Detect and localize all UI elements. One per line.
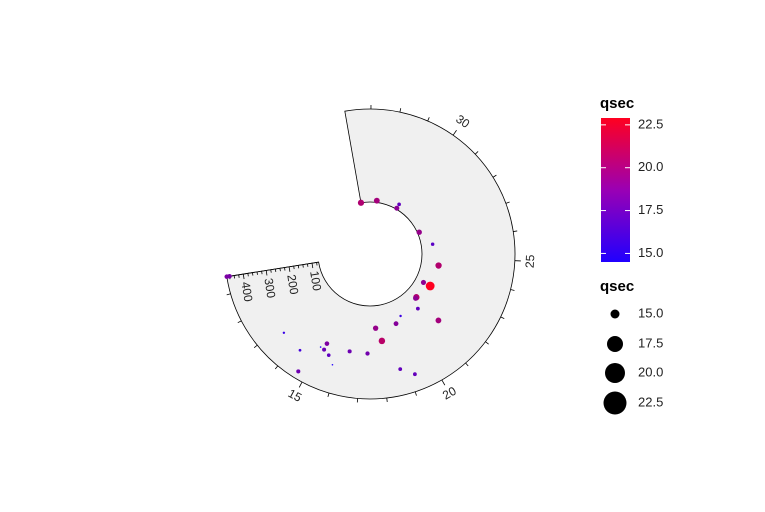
- angle-tick: [505, 201, 510, 204]
- angle-tick: [485, 341, 489, 345]
- color-legend-label: 20.0: [638, 159, 663, 174]
- size-legend-label: 15.0: [638, 305, 663, 320]
- size-legend-title: qsec: [600, 278, 634, 295]
- data-point: [365, 351, 370, 356]
- angle-tick: [500, 316, 505, 319]
- radius-axis: 100 200 300 400: [226, 261, 324, 303]
- data-point: [415, 306, 420, 311]
- color-legend: qsec 15.0 17.5 20.0 22.5: [600, 95, 663, 262]
- color-bar-ticks: 15.0 17.5 20.0 22.5: [601, 116, 663, 260]
- color-legend-label: 15.0: [638, 245, 663, 260]
- angle-tick: [253, 344, 258, 349]
- polar-panel: [226, 108, 516, 400]
- data-point: [378, 337, 386, 345]
- data-point: [394, 205, 400, 211]
- angle-tick: [452, 130, 457, 136]
- data-points: [224, 197, 442, 377]
- data-point: [347, 349, 352, 354]
- angle-tick: [274, 365, 279, 370]
- angle-tick: [510, 289, 515, 291]
- angle-tick: [298, 381, 303, 388]
- data-point: [397, 202, 401, 207]
- angle-tick-label: 30: [453, 112, 472, 131]
- radius-tick: [265, 270, 268, 276]
- data-point: [331, 363, 334, 366]
- size-legend: qsec 15.0 17.5 20.0 22.5: [600, 278, 663, 415]
- size-legend-label: 20.0: [638, 364, 663, 379]
- data-point: [399, 314, 402, 318]
- data-point: [357, 199, 365, 206]
- data-point: [398, 367, 403, 371]
- size-legend-key: [603, 391, 627, 415]
- data-point: [430, 242, 435, 246]
- angle-tick: [427, 117, 430, 122]
- data-point: [420, 279, 427, 285]
- data-point: [322, 347, 327, 352]
- data-point: [319, 346, 322, 348]
- angle-tick: [237, 320, 242, 324]
- size-legend-key: [610, 309, 620, 319]
- size-legend-key: [607, 336, 623, 352]
- color-legend-label: 17.5: [638, 202, 663, 217]
- data-point: [373, 197, 380, 204]
- data-point: [425, 281, 435, 291]
- radius-tick-label: 200: [284, 273, 301, 295]
- angle-tick: [465, 362, 469, 367]
- angle-tick: [226, 293, 231, 296]
- angle-tick-label: 15: [286, 386, 305, 405]
- radius-tick-label: 300: [261, 277, 278, 299]
- radius-tick-label: 400: [238, 281, 255, 303]
- data-point: [435, 262, 442, 269]
- size-legend-keys: 15.0 17.5 20.0 22.5: [603, 305, 663, 415]
- size-legend-key: [605, 363, 625, 383]
- angle-tick: [327, 392, 330, 398]
- color-legend-label: 22.5: [638, 116, 663, 131]
- angle-tick-label: 20: [440, 384, 459, 403]
- radius-tick-label: 100: [307, 270, 324, 292]
- size-legend-label: 17.5: [638, 335, 663, 350]
- data-point: [413, 295, 419, 301]
- angle-tick-label: 25: [523, 254, 538, 268]
- data-point: [435, 317, 442, 324]
- angle-tick: [492, 174, 497, 178]
- radius-tick: [311, 263, 314, 269]
- data-point: [372, 325, 379, 331]
- angle-tick: [513, 230, 518, 232]
- color-legend-title: qsec: [600, 95, 634, 112]
- data-point: [412, 372, 417, 377]
- data-point: [393, 321, 399, 327]
- data-point: [416, 229, 422, 235]
- angle-tick: [414, 391, 417, 396]
- data-point: [298, 348, 302, 352]
- radius-tick: [288, 266, 291, 272]
- data-point: [227, 274, 232, 279]
- color-bar: [601, 118, 630, 262]
- angle-tick: [474, 151, 479, 155]
- data-point: [282, 331, 286, 334]
- radius-axis-line: [226, 261, 319, 278]
- size-legend-label: 22.5: [638, 394, 663, 409]
- data-point: [326, 353, 331, 357]
- radius-tick: [242, 274, 245, 280]
- panel-sector: [226, 108, 516, 400]
- data-point: [324, 341, 330, 346]
- angle-tick: [399, 108, 402, 113]
- angle-tick: [441, 379, 446, 386]
- data-point: [296, 369, 301, 374]
